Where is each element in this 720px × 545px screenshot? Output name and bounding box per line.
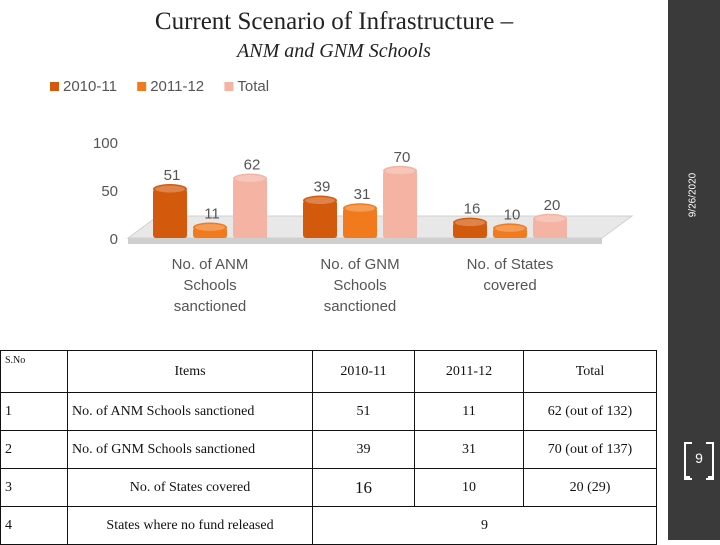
bar-top-highlight	[195, 223, 225, 231]
legend-label: 2010-11	[63, 78, 117, 95]
bar	[153, 189, 187, 238]
bar-top	[533, 213, 567, 224]
cell-item: States where no fund released	[67, 506, 313, 545]
cell-2010-11: 16	[312, 468, 415, 507]
cell-sno: 2	[0, 430, 68, 469]
bar-top	[233, 173, 267, 184]
cell-total: 62 (out of 132)	[523, 392, 657, 431]
cell-item: No. of GNM Schools sanctioned	[67, 430, 313, 469]
page-bracket-right	[706, 442, 714, 480]
data-label: 70	[394, 149, 411, 166]
header-items: Items	[67, 350, 313, 393]
bar-top-highlight	[385, 167, 415, 175]
data-label: 20	[544, 197, 561, 214]
data-label: 11	[204, 205, 220, 222]
bar-top-highlight	[495, 224, 525, 232]
cell-2010-11: 51	[312, 392, 415, 431]
legend-swatch	[224, 82, 234, 91]
cell-item: No. of ANM Schools sanctioned	[67, 392, 313, 431]
cell-2010-11: 39	[312, 430, 415, 469]
bar	[303, 200, 337, 238]
bar	[533, 218, 567, 238]
table-row: 3 No. of States covered 16 10 20 (29)	[0, 468, 657, 507]
cell-sno: 4	[0, 506, 68, 545]
date-text: 9/26/2020	[687, 172, 699, 218]
y-tick-label: 100	[93, 135, 118, 152]
bar-top-highlight	[345, 204, 375, 212]
bar-top	[153, 184, 187, 195]
bar-top	[193, 222, 227, 233]
bar-top-highlight	[235, 174, 265, 182]
data-table: S.No Items 2010-11 2011-12 Total 1 No. o…	[0, 350, 657, 545]
bar-top-highlight	[155, 185, 185, 193]
x-tick-label: No. of States covered	[467, 256, 554, 294]
slide-subtitle: ANM and GNM Schools	[237, 40, 431, 62]
cell-2011-12: 10	[414, 468, 524, 507]
cell-2011-12: 31	[414, 430, 524, 469]
y-tick-label: 0	[110, 231, 118, 248]
cell-sno: 3	[0, 468, 68, 507]
table-row: 2 No. of GNM Schools sanctioned 39 31 70…	[0, 430, 657, 469]
bar-top	[453, 217, 487, 228]
bar-top-highlight	[305, 197, 335, 205]
data-label: 62	[244, 156, 261, 173]
bar-top	[383, 165, 417, 176]
data-label: 51	[164, 167, 181, 184]
bar	[233, 178, 267, 238]
header-2011-12: 2011-12	[414, 350, 524, 393]
y-tick-label: 50	[101, 183, 118, 200]
slide-title: Current Scenario of Infrastructure –	[154, 8, 514, 35]
legend-swatch	[50, 82, 59, 91]
page-number: 9	[695, 450, 703, 466]
page-bracket-left	[684, 442, 692, 480]
bar-top	[493, 223, 527, 234]
cell-total: 70 (out of 137)	[523, 430, 657, 469]
header-sno: S.No	[0, 350, 68, 393]
bar-top-highlight	[535, 215, 565, 223]
table-header-row: S.No Items 2010-11 2011-12 Total	[0, 350, 657, 393]
right-sidebar	[668, 0, 720, 540]
legend-swatch	[137, 82, 147, 91]
date-label: 9/26/2020	[683, 140, 703, 250]
cell-item: No. of States covered	[67, 468, 313, 507]
legend-label: 2011-12	[150, 78, 204, 95]
chart-floor-edge	[128, 238, 602, 244]
data-label: 31	[354, 186, 371, 203]
bar	[343, 208, 377, 238]
data-label: 39	[314, 179, 331, 196]
cell-sno: 1	[0, 392, 68, 431]
data-label: 16	[464, 201, 481, 218]
bar-top	[343, 203, 377, 214]
header-2010-11: 2010-11	[312, 350, 415, 393]
bar	[383, 170, 417, 238]
legend-label: Total	[237, 78, 269, 95]
data-label: 10	[504, 206, 521, 223]
cell-2011-12: 11	[414, 392, 524, 431]
bar-chart: 2010-11 2011-12 Total 0 50 100 51 11 62 No. of AN…	[50, 78, 634, 315]
bar-top-highlight	[455, 219, 485, 227]
header-total: Total	[523, 350, 657, 393]
bar-top	[303, 195, 337, 206]
cell-no-fund-states: 9	[312, 506, 657, 545]
x-tick-label: No. of ANM Schools sanctioned	[172, 256, 249, 315]
cell-total: 20 (29)	[523, 468, 657, 507]
x-tick-label: No. of GNM Schools sanctioned	[320, 256, 399, 315]
page-number-box: 9	[684, 442, 714, 480]
table-row: 1 No. of ANM Schools sanctioned 51 11 62…	[0, 392, 657, 431]
table-row: 4 States where no fund released 9	[0, 506, 657, 545]
